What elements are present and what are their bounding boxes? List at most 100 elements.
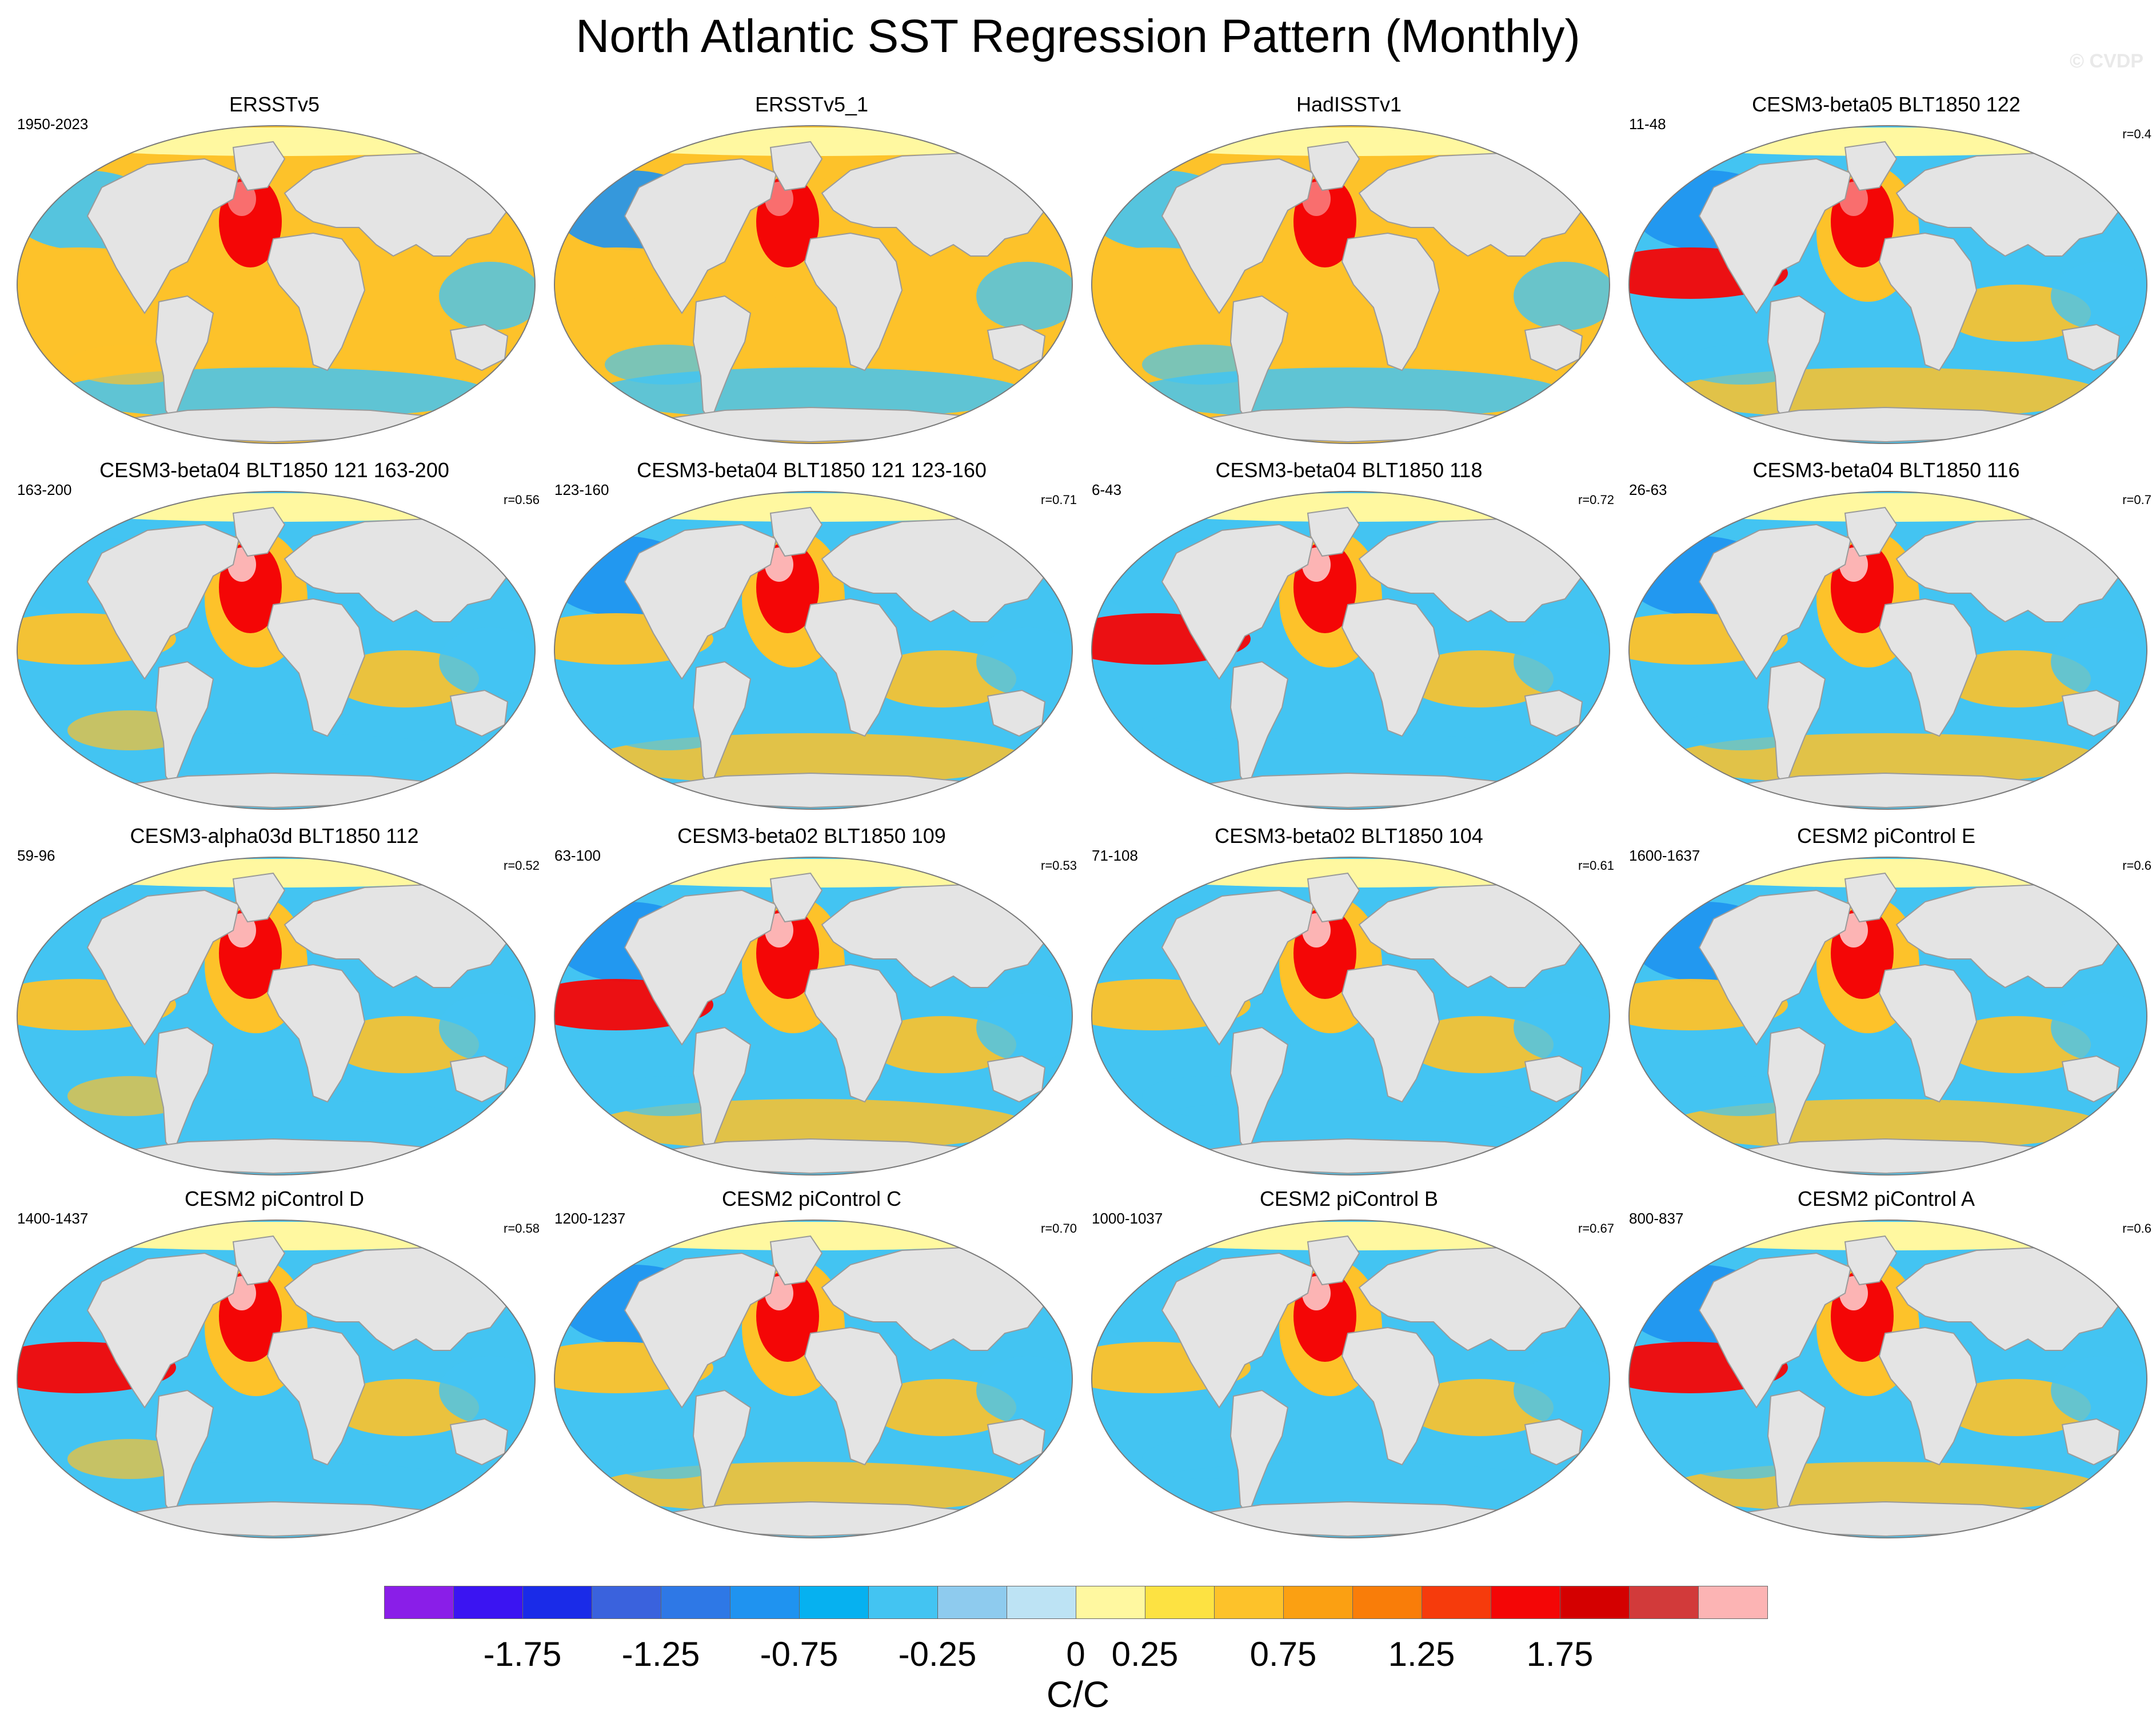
map-panel: CESM3-beta04 BLT1850 118 6-43 r=0.72 [1080,457,1618,811]
world-map [554,857,1073,1176]
land-greenland [1307,141,1360,191]
land-africa [1341,232,1440,371]
map-panel: CESM3-beta04 BLT1850 116 26-63 r=0.7 [1618,457,2155,811]
world-map [1091,491,1610,810]
land-africa [266,232,366,371]
land-north-america [86,889,240,1046]
map-panel: CESM2 piControl B 1000-1037 r=0.67 [1080,1186,1618,1540]
land-north-america [624,158,777,314]
land-north-america [86,1252,240,1409]
map-frame [1628,125,2147,444]
panel-correlation: r=0.6 [2122,1221,2151,1236]
panel-title: ERSSTv5_1 [754,93,869,116]
anomaly-region [439,993,535,1062]
colorbar-units: C/C [1046,1674,1110,1715]
land-greenland [232,506,286,557]
anomaly-region [439,627,535,696]
land-south-america [1767,661,1826,789]
panel-years: 63-100 [554,847,601,864]
anomaly-region [976,627,1072,696]
colorbar-box [1007,1586,1076,1619]
panel-years: 1600-1637 [1629,847,1700,864]
panel-correlation: r=0.56 [504,493,540,507]
colorbar-tick-label: -0.25 [898,1635,977,1673]
land-south-america [155,661,214,789]
colorbar-box [1214,1586,1284,1619]
map-frame [1091,857,1610,1176]
anomaly-region [2051,993,2147,1062]
land-greenland [769,141,823,191]
panel-years: 6-43 [1092,481,1122,498]
panel-correlation: r=0.70 [1041,1221,1077,1236]
map-panel: CESM3-beta05 BLT1850 122 11-48 r=0.4 [1618,91,2155,446]
colorbar-box [1698,1586,1768,1619]
anomaly-region [2051,627,2147,696]
land-africa [1878,964,1978,1103]
land-africa [1878,232,1978,371]
colorbar-box [384,1586,454,1619]
map-frame [1628,491,2147,810]
panel-correlation: r=0.6 [2122,858,2151,873]
land-north-america [1161,889,1315,1046]
colorbar-box [592,1586,661,1619]
anomaly-region [439,1356,535,1425]
panel-correlation: r=0.67 [1578,1221,1614,1236]
map-frame [554,491,1073,810]
land-africa [266,964,366,1103]
map-panel: ERSSTv5 1950-2023 [6,91,543,446]
land-greenland [232,141,286,191]
colorbar-box [1352,1586,1422,1619]
panel-title: CESM2 piControl C [721,1187,902,1210]
panel-correlation: r=0.71 [1041,493,1077,507]
panel-years: 123-160 [554,481,609,498]
land-south-america [1767,1026,1826,1155]
panel-correlation: r=0.52 [504,858,540,873]
map-panel: CESM3-beta02 BLT1850 104 71-108 r=0.61 [1080,823,1618,1177]
map-frame [1628,857,2147,1176]
panel-years: 800-837 [1629,1210,1684,1227]
world-map [17,1220,536,1538]
colorbar-tick-label: -1.25 [621,1635,700,1673]
panel-correlation: r=0.58 [504,1221,540,1236]
land-south-america [1229,661,1289,789]
colorbar-tick-label: 1.75 [1526,1635,1594,1673]
world-map [1091,125,1610,444]
map-frame [17,1220,536,1538]
panel-correlation: r=0.7 [2122,493,2151,507]
land-africa [1878,598,1978,737]
colorbar-box [453,1586,523,1619]
map-panel: CESM3-beta04 BLT1850 121 163-200 163-200 r… [6,457,543,811]
panel-years: 163-200 [17,481,72,498]
land-north-america [624,889,777,1046]
map-panel: CESM2 piControl C 1200-1237 r=0.70 [543,1186,1080,1540]
land-africa [804,964,903,1103]
panel-correlation: r=0.72 [1578,493,1614,507]
map-panel: HadISSTv1 [1080,91,1618,446]
world-map [1628,125,2147,444]
map-panel: CESM2 piControl A 800-837 r=0.6 [1618,1186,2155,1540]
world-map [1628,857,2147,1176]
colorbar-box [1283,1586,1353,1619]
colorbar-box [1422,1586,1491,1619]
land-greenland [232,872,286,923]
map-frame [1628,1220,2147,1538]
panel-years: 1400-1437 [17,1210,89,1227]
panel-title: ERSSTv5 [229,93,320,116]
world-map [1628,1220,2147,1538]
panel-correlation: r=0.53 [1041,858,1077,873]
panel-title: CESM3-beta04 BLT1850 121 163-200 [99,458,449,482]
land-africa [1341,1326,1440,1466]
map-frame [1091,1220,1610,1538]
land-greenland [1844,506,1898,557]
land-africa [804,598,903,737]
land-north-america [86,523,240,680]
anomaly-region [1514,627,1610,696]
world-map [1091,857,1610,1176]
map-frame [554,125,1073,444]
colorbar-box [1145,1586,1215,1619]
map-frame [1091,125,1610,444]
land-africa [804,232,903,371]
land-greenland [1844,872,1898,923]
land-north-america [1698,523,1852,680]
map-panel: CESM2 piControl E 1600-1637 r=0.6 [1618,823,2155,1177]
